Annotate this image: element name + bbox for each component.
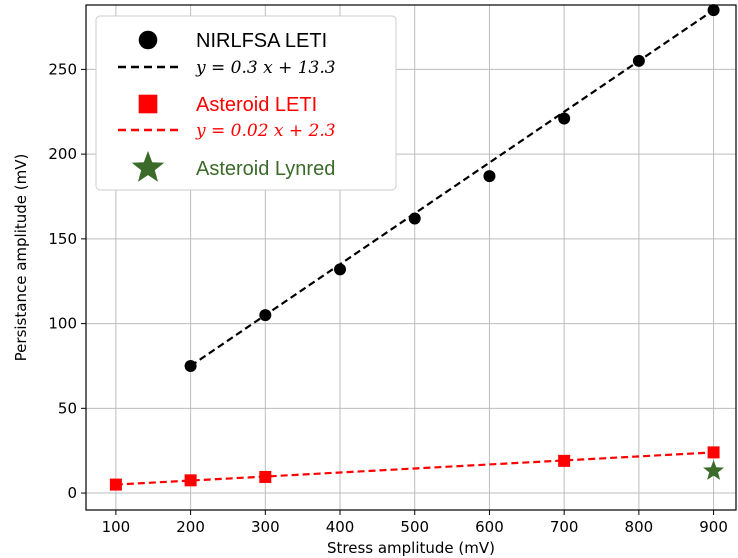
data-point-circle [558, 112, 571, 125]
y-axis-label: Persistance amplitude (mV) [12, 154, 30, 362]
data-point-circle [632, 54, 645, 67]
x-tick-label: 900 [699, 518, 728, 536]
y-tick-label: 200 [48, 145, 77, 163]
x-tick-label: 700 [550, 518, 579, 536]
data-point-star [703, 460, 724, 480]
y-tick-label: 100 [48, 315, 77, 333]
legend-label: NIRLFSA LETI [196, 30, 327, 52]
x-tick-label: 500 [400, 518, 429, 536]
legend-fit-equation: y = 0.02 x + 2.3 [195, 121, 336, 141]
x-tick-label: 800 [625, 518, 654, 536]
data-point-square [109, 478, 122, 491]
x-axis-label: Stress amplitude (mV) [327, 539, 495, 557]
plot-frame [85, 4, 737, 511]
data-point-circle [408, 212, 421, 225]
grid [86, 5, 736, 510]
x-tick-label: 100 [102, 518, 131, 536]
fit-line [189, 9, 715, 367]
data-point-square [259, 470, 272, 483]
fit-lines [115, 9, 715, 486]
y-tick-label: 150 [48, 230, 77, 248]
y-tick-label: 50 [58, 399, 77, 417]
y-tick-label: 250 [48, 60, 77, 78]
legend-label: Asteroid Lynred [196, 158, 335, 180]
data-point-circle [184, 359, 197, 372]
x-tick-label: 400 [326, 518, 355, 536]
legend-marker [131, 150, 165, 182]
legend-box [95, 15, 397, 191]
legend-label: Asteroid LETI [196, 94, 317, 116]
x-tick-label: 600 [475, 518, 504, 536]
fit-line [115, 451, 714, 486]
x-tick-label: 200 [176, 518, 205, 536]
data-point-square [184, 474, 197, 487]
legend: NIRLFSA LETI y = 0.3 x + 13.3 Asteroid LET… [95, 15, 397, 191]
x-tick-label: 300 [251, 518, 280, 536]
legend-marker [138, 30, 158, 50]
data-point-circle [707, 4, 720, 17]
data-point-square [558, 454, 571, 467]
data-point-circle [259, 309, 272, 322]
data-point-circle [334, 263, 347, 276]
data-point-square [707, 446, 720, 459]
axis-ticks: 100 200 300 400 500 600 700 800 900 0 50 100 150 200 2… [48, 60, 728, 536]
data-markers [109, 4, 724, 491]
y-tick-label: 0 [67, 484, 77, 502]
legend-fit-equation: y = 0.3 x + 13.3 [195, 58, 336, 78]
data-point-circle [483, 170, 496, 183]
legend-marker [138, 94, 158, 114]
